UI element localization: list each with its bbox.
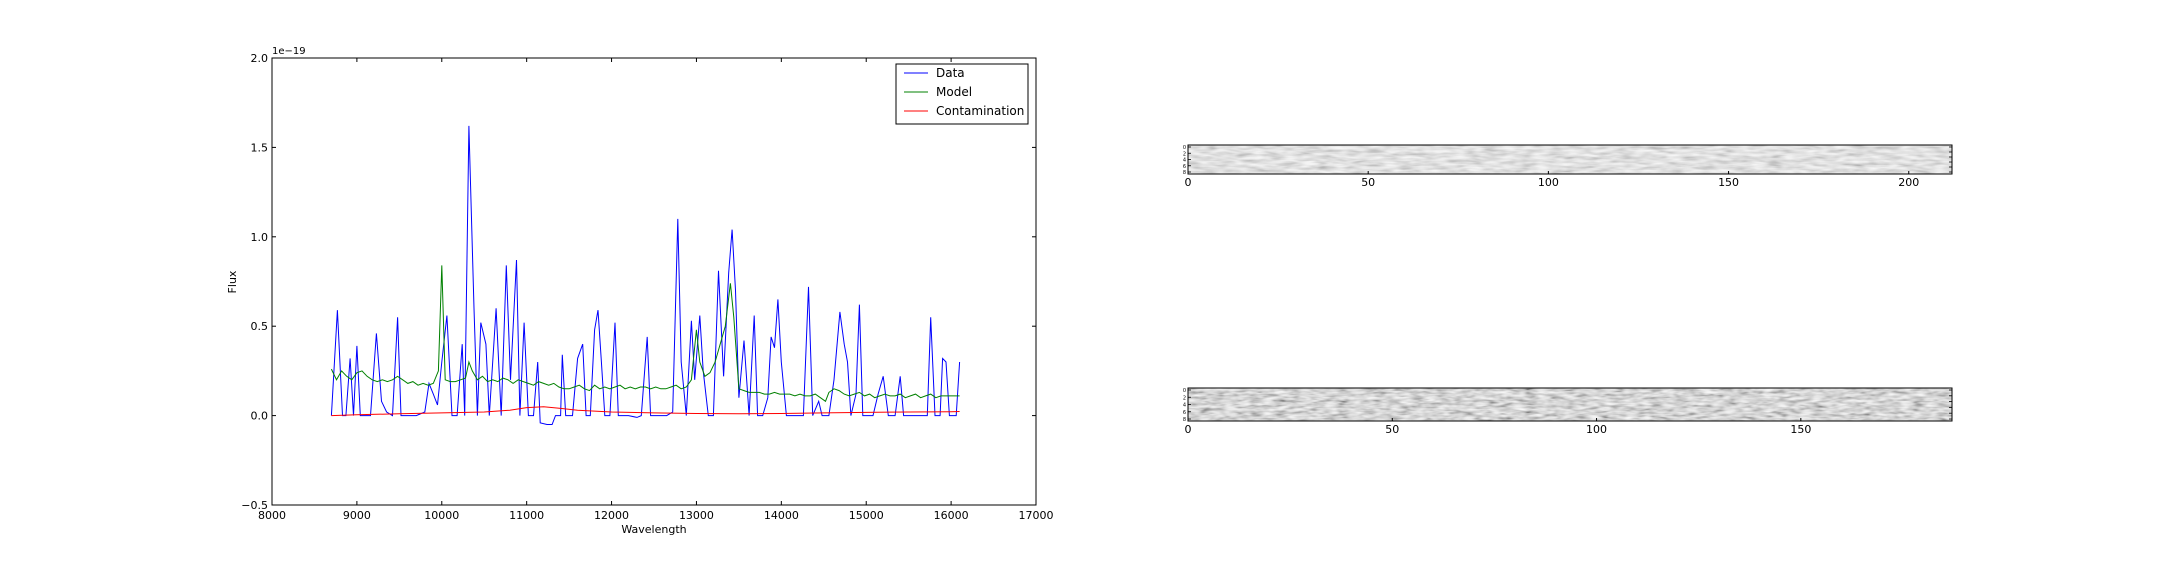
y-tick-label: −0.5: [241, 499, 268, 512]
image-2-pixels: [1188, 388, 1952, 421]
series-line-contamination: [331, 406, 960, 417]
image-1-pixels: [1188, 145, 1952, 174]
image-1-x-ticks: 0 50 100 150 200: [1185, 146, 1952, 189]
y-tick-label: 1.5: [251, 141, 269, 154]
y-tick-label: 2.0: [251, 52, 269, 65]
x-tick-label: 16000: [934, 509, 969, 522]
image-1-y-tick-label: 4: [1183, 158, 1186, 164]
image-2-y-tick-label: 6: [1183, 410, 1186, 416]
spectrum-plot: 8000 9000 10000 11000 12000 13000 14000 15000 16…: [226, 46, 1054, 536]
image-2-x-tick-label: 0: [1185, 423, 1192, 436]
y-tick-label: 0.0: [251, 410, 269, 423]
image-1-y-tick-label: 6: [1183, 164, 1186, 170]
spectrum-y-ticks: −0.5 0.0 0.5 1.0 1.5 2.0: [241, 52, 1036, 512]
image-1-x-tick-label: 100: [1538, 176, 1559, 189]
image-1-x-tick-label: 0: [1185, 176, 1192, 189]
y-offset-text: 1e−19: [272, 46, 306, 57]
x-tick-label: 13000: [679, 509, 714, 522]
spectrum-plot-area: [272, 58, 1036, 505]
legend-box: [895, 63, 1029, 125]
legend-label-contamination: Contamination: [936, 104, 1024, 118]
y-axis-label: Flux: [226, 270, 239, 293]
x-tick-label: 11000: [509, 509, 544, 522]
image-1-y-tick-label: 0: [1183, 145, 1186, 151]
series-line-data: [330, 125, 961, 425]
image-2-y-ticks: 02 468: [1183, 388, 1191, 423]
image-1-x-tick-label: 200: [1898, 176, 1919, 189]
y-tick-label: 0.5: [251, 320, 269, 333]
image-2-x-tick-label: 50: [1385, 423, 1399, 436]
spectrum-x-ticks: 8000 9000 10000 11000 12000 13000 14000 15000 16…: [258, 58, 1054, 522]
x-tick-label: 14000: [764, 509, 799, 522]
y-tick-label: 1.0: [251, 231, 269, 244]
image-2-y-tick-label: 0: [1183, 388, 1186, 394]
image-2-x-tick-label: 150: [1790, 423, 1811, 436]
x-tick-label: 15000: [849, 509, 884, 522]
image-1-y-tick-label: 2: [1183, 151, 1186, 157]
image-1-x-tick-label: 150: [1718, 176, 1739, 189]
image-2-x-ticks: 0 50 100 150: [1185, 389, 1952, 436]
spectrum-plot-frame: [271, 57, 1037, 506]
legend-label-data: Data: [936, 66, 965, 80]
legend-label-model: Model: [936, 85, 972, 99]
image-2-x-tick-label: 100: [1586, 423, 1607, 436]
legend: Data Model Contamination: [895, 63, 1029, 125]
image-2-y-tick-label: 4: [1183, 403, 1186, 409]
x-axis-label: Wavelength: [621, 523, 686, 536]
image-2-y-tick-label: 8: [1183, 417, 1186, 423]
spectrum-series: [330, 125, 961, 425]
x-tick-label: 8000: [258, 509, 286, 522]
image-1-y-tick-label: 8: [1183, 170, 1186, 176]
x-tick-label: 12000: [594, 509, 629, 522]
image-1-x-tick-label: 50: [1361, 176, 1375, 189]
x-tick-label: 10000: [424, 509, 459, 522]
series-line-model: [330, 265, 960, 403]
x-tick-label: 9000: [343, 509, 371, 522]
x-tick-label: 17000: [1019, 509, 1054, 522]
image-2-y-tick-label: 2: [1183, 395, 1186, 401]
